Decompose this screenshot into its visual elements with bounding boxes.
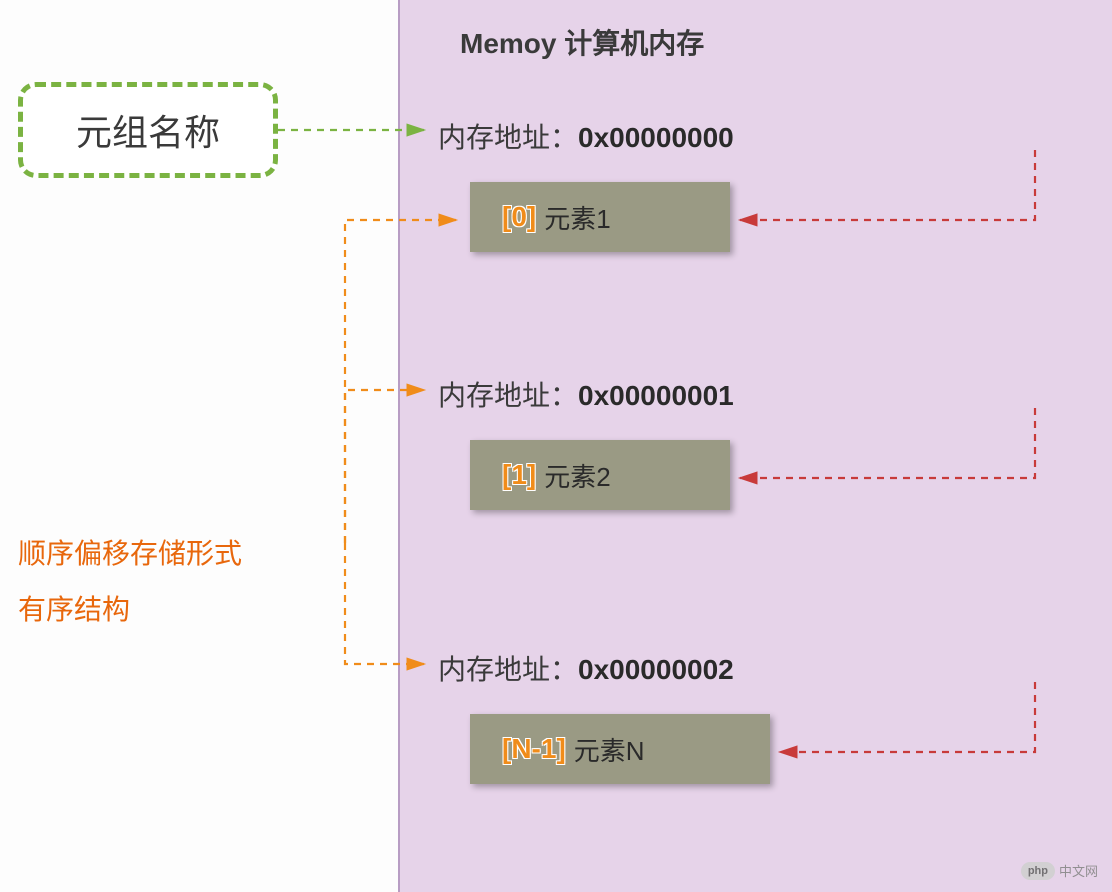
element-index-2: [N-1] xyxy=(502,733,566,765)
addr-prefix: 内存地址： xyxy=(438,122,578,153)
description-line-2: 有序结构 xyxy=(18,588,130,628)
element-index-0: [0] xyxy=(502,201,536,233)
element-label-2: 元素N xyxy=(574,731,645,768)
watermark-text: 中文网 xyxy=(1059,861,1098,880)
memory-address-2: 内存地址：0x00000002 xyxy=(438,648,734,688)
addr-hex-1: 0x00000001 xyxy=(578,380,734,411)
watermark: php 中文网 xyxy=(1021,861,1098,880)
tuple-name-label: 元组名称 xyxy=(76,104,220,156)
addr-hex-0: 0x00000000 xyxy=(578,122,734,153)
element-label-1: 元素2 xyxy=(544,457,610,494)
tuple-name-box: 元组名称 xyxy=(18,82,278,178)
element-index-1: [1] xyxy=(502,459,536,491)
element-box-0: [0] 元素1 xyxy=(470,182,730,252)
element-label-0: 元素1 xyxy=(544,199,610,236)
watermark-badge: php xyxy=(1021,862,1055,880)
element-box-1: [1] 元素2 xyxy=(470,440,730,510)
memory-address-0: 内存地址：0x00000000 xyxy=(438,116,734,156)
memory-title: Memoy 计算机内存 xyxy=(460,22,704,62)
element-box-2: [N-1] 元素N xyxy=(470,714,770,784)
description-line-1: 顺序偏移存储形式 xyxy=(18,532,242,572)
memory-address-1: 内存地址：0x00000001 xyxy=(438,374,734,414)
addr-prefix: 内存地址： xyxy=(438,380,578,411)
addr-hex-2: 0x00000002 xyxy=(578,654,734,685)
addr-prefix: 内存地址： xyxy=(438,654,578,685)
